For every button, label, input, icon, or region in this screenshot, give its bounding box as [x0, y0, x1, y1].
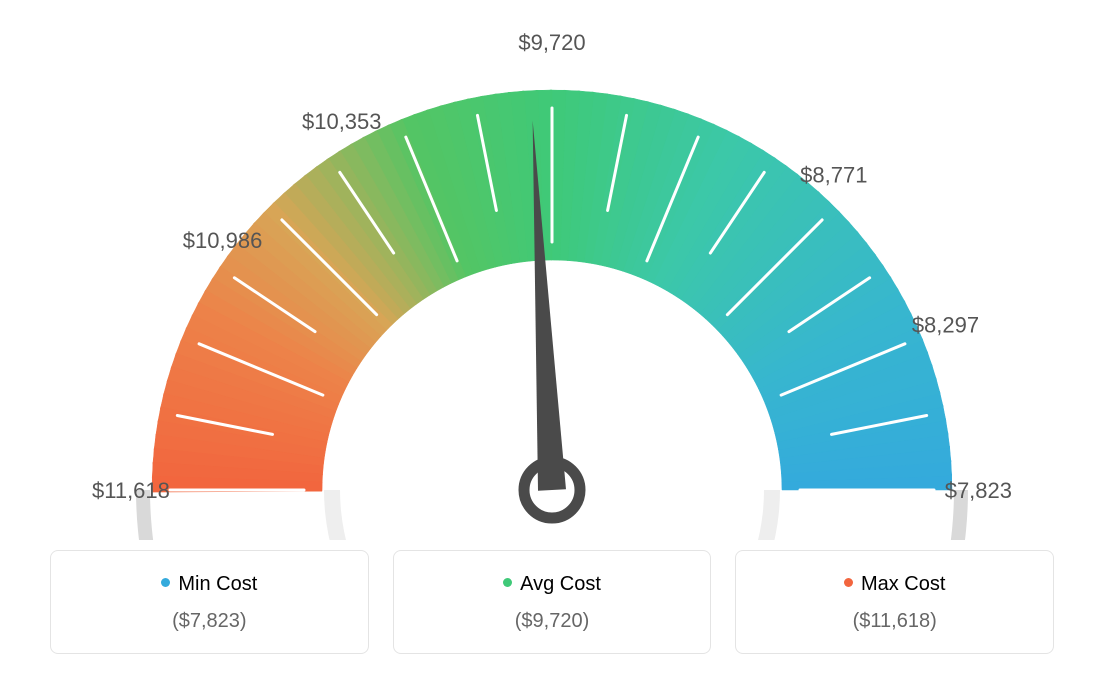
svg-text:$8,771: $8,771: [800, 163, 867, 188]
legend-title-max-text: Max Cost: [861, 573, 945, 595]
legend-title-max: Max Cost: [746, 573, 1043, 596]
chart-container: $7,823 $8,297 $8,771 $9,720 $10,353 $10,986 $1…: [0, 0, 1104, 684]
dot-icon: [503, 578, 512, 587]
legend-title-min: Min Cost: [61, 573, 358, 596]
dot-icon: [161, 578, 170, 587]
legend-row: Min Cost ($7,823) Avg Cost ($9,720) Max …: [40, 550, 1064, 654]
legend-title-avg: Avg Cost: [404, 573, 701, 596]
legend-title-min-text: Min Cost: [178, 573, 257, 595]
svg-text:$11,618: $11,618: [92, 478, 170, 503]
svg-text:$10,986: $10,986: [183, 228, 263, 253]
svg-text:$7,823: $7,823: [945, 478, 1012, 503]
legend-card-min: Min Cost ($7,823): [50, 550, 369, 654]
dot-icon: [844, 578, 853, 587]
legend-card-max: Max Cost ($11,618): [735, 550, 1054, 654]
legend-value-min: ($7,823): [61, 610, 358, 633]
legend-value-max: ($11,618): [746, 610, 1043, 633]
svg-text:$8,297: $8,297: [912, 313, 979, 338]
legend-card-avg: Avg Cost ($9,720): [393, 550, 712, 654]
legend-value-avg: ($9,720): [404, 610, 701, 633]
legend-title-avg-text: Avg Cost: [520, 573, 601, 595]
svg-text:$10,353: $10,353: [302, 109, 382, 134]
gauge-chart: $7,823 $8,297 $8,771 $9,720 $10,353 $10,986 $1…: [40, 20, 1064, 540]
svg-text:$9,720: $9,720: [518, 30, 585, 55]
